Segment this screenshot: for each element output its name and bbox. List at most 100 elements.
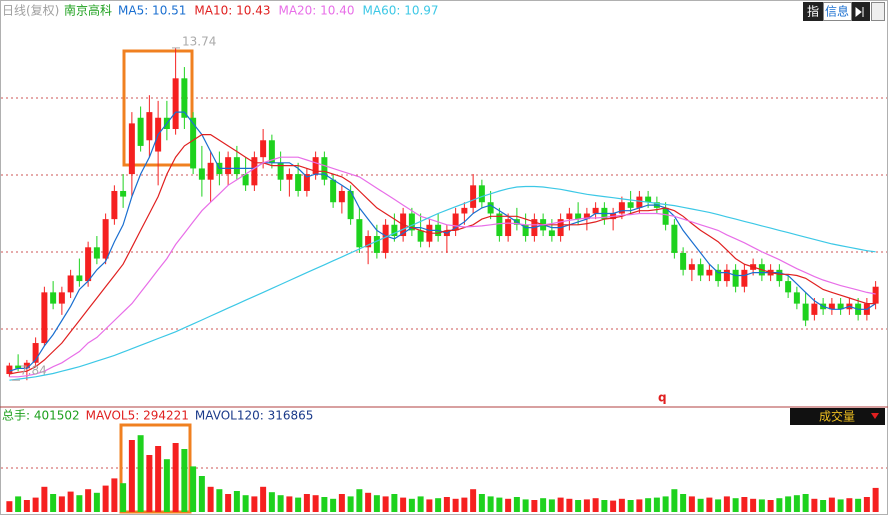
indicator-button[interactable] (790, 408, 885, 425)
candle-body (776, 269, 783, 282)
volume-bar (548, 499, 555, 512)
candle-body (373, 236, 380, 253)
volume-bar (802, 494, 809, 512)
volume-bar (645, 498, 652, 512)
candle-body (697, 264, 704, 276)
dropdown-arrow (871, 413, 879, 419)
volume-bar (540, 498, 547, 512)
volume-bar (688, 496, 695, 512)
candle-body (233, 157, 240, 175)
volume-bar (41, 486, 48, 512)
volume-bar (872, 487, 879, 512)
volume-bar (828, 497, 835, 512)
volume-bar (417, 496, 424, 512)
volume-bar (741, 497, 748, 512)
legend-item: MA20: 10.40 (278, 4, 354, 18)
volume-bar (251, 496, 258, 512)
candle-body (566, 213, 573, 220)
volume-bar (365, 492, 372, 512)
volume-bar (758, 499, 765, 512)
volume-bar (715, 499, 722, 512)
volume-bar (426, 499, 433, 512)
candle-body (732, 269, 739, 287)
candle-body (207, 162, 214, 180)
candle-body (347, 190, 354, 220)
volume-bar (207, 486, 214, 512)
ma-line (9, 156, 876, 378)
candle-body (522, 224, 529, 237)
volume-bar (15, 496, 22, 512)
volume-bar (303, 494, 310, 512)
candle-body (93, 247, 100, 259)
volume-bar (146, 455, 153, 512)
candle-body (365, 236, 372, 248)
candle-body (645, 196, 652, 203)
volume-bar (172, 443, 179, 512)
volume-bar (636, 499, 643, 512)
candle-body (487, 202, 494, 214)
volume-bar (680, 494, 687, 512)
candle-body (338, 190, 345, 203)
candle-body (128, 123, 135, 175)
volume-bar (706, 497, 713, 512)
volume-bar (697, 498, 704, 512)
candle-body (76, 275, 83, 282)
volume-bar (216, 489, 223, 512)
candle-body (330, 179, 337, 203)
candle-body (496, 213, 503, 237)
volume-bar (627, 500, 634, 512)
volume-bar (723, 496, 730, 512)
volume-bar (286, 496, 293, 512)
volume-bar (321, 497, 328, 512)
candle-body (32, 343, 39, 363)
button-bg[interactable] (803, 2, 823, 21)
volume-bar (58, 496, 65, 512)
legend-item: MA5: 10.51 (118, 4, 186, 18)
candle-body (785, 281, 792, 293)
volume-bar (662, 496, 669, 512)
candle-body (41, 292, 48, 344)
volume-bar (347, 496, 354, 512)
volume-bar (531, 500, 538, 512)
volume-bar (400, 497, 407, 512)
indicator-label[interactable]: 成交量 (819, 409, 855, 424)
icon (855, 6, 864, 18)
candle-body (706, 269, 713, 276)
volume-bar (820, 500, 827, 512)
candle-body (723, 269, 730, 282)
volume-bar (295, 497, 302, 512)
candle-body (277, 162, 284, 180)
volume-bar (260, 486, 267, 512)
candle-body (23, 362, 30, 369)
candle-body (408, 213, 415, 231)
volume-bar (487, 496, 494, 512)
volume-bar (478, 494, 485, 512)
legend-item: MA60: 10.97 (363, 4, 439, 18)
volume-bar (67, 491, 74, 512)
candle-body (268, 140, 275, 163)
volume-bar (505, 498, 512, 512)
volume-bar (338, 494, 345, 512)
volume-bar (102, 485, 109, 512)
candle-body (321, 157, 328, 180)
candle-body (67, 275, 74, 293)
dropdown[interactable] (871, 2, 885, 21)
candle-body (636, 196, 643, 208)
button[interactable]: 指 (807, 4, 819, 19)
volume-bar (93, 492, 100, 512)
legend-item: MA10: 10.43 (194, 4, 270, 18)
volume-bar (330, 498, 337, 512)
candle-body (15, 365, 22, 369)
candle-body (575, 213, 582, 220)
button[interactable]: 信息 (825, 4, 849, 19)
candle-body (190, 117, 197, 169)
volume-legend: MAVOL120: 316865 (195, 409, 314, 423)
volume-bar (470, 489, 477, 512)
volume-legend: 总手: 401502 (2, 409, 80, 423)
volume-bar (601, 500, 608, 512)
volume-bar (6, 501, 13, 512)
candle-body (452, 213, 459, 231)
candle-body (58, 292, 65, 304)
button-bg[interactable] (823, 2, 852, 21)
